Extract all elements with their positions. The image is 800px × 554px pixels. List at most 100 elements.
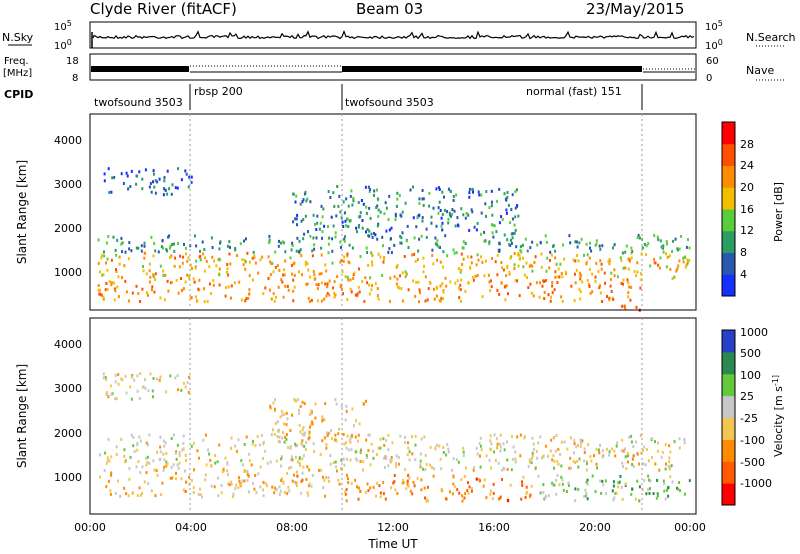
heatmap-cell [580, 273, 583, 277]
heatmap-cell [555, 434, 558, 437]
heatmap-cell [309, 275, 312, 279]
heatmap-cell [104, 376, 107, 380]
heatmap-cell [370, 232, 373, 236]
heatmap-cell [332, 224, 335, 228]
nsky-tick-top: 105 [54, 19, 72, 33]
heatmap-cell [282, 481, 285, 485]
heatmap-cell [555, 478, 558, 482]
heatmap-cell [473, 225, 476, 229]
heatmap-cell [253, 487, 256, 491]
heatmap-cell [680, 234, 683, 238]
heatmap-cell [295, 249, 298, 253]
heatmap-cell [584, 488, 587, 492]
heatmap-cell [253, 254, 256, 258]
heatmap-cell [656, 478, 659, 482]
heatmap-cell [356, 230, 358, 234]
heatmap-cell [107, 458, 109, 462]
heatmap-cell [322, 207, 325, 211]
heatmap-cell [305, 441, 308, 445]
heatmap-cell [107, 479, 110, 483]
heatmap-cell [136, 494, 139, 497]
heatmap-cell [503, 233, 506, 237]
heatmap-cell [442, 297, 444, 301]
heatmap-cell [639, 286, 642, 290]
heatmap-cell [505, 284, 508, 288]
heatmap-cell [395, 465, 398, 469]
heatmap-cell [595, 261, 598, 265]
heatmap-cell [189, 263, 192, 267]
heatmap-cell [123, 486, 126, 490]
heatmap-cell [561, 299, 564, 303]
heatmap-cell [319, 453, 322, 456]
heatmap-cell [245, 237, 247, 241]
heatmap-cell [194, 266, 197, 270]
heatmap-cell [167, 289, 170, 293]
heatmap-cell [347, 225, 350, 228]
heatmap-cell [586, 462, 588, 466]
heatmap-cell [554, 275, 557, 279]
heatmap-cell [662, 244, 665, 248]
heatmap-cell [298, 250, 300, 254]
heatmap-cell [432, 206, 435, 210]
heatmap-cell [527, 465, 530, 469]
heatmap-cell [121, 241, 124, 245]
heatmap-cell [462, 450, 465, 454]
heatmap-cell [162, 468, 165, 472]
heatmap-cell [676, 486, 678, 490]
heatmap-cell [441, 228, 444, 232]
heatmap-cell [369, 486, 372, 490]
heatmap-cell [539, 241, 542, 245]
heatmap-cell [381, 235, 384, 239]
heatmap-cell [344, 275, 347, 278]
heatmap-cell [390, 237, 392, 241]
heatmap-cell [688, 479, 691, 483]
heatmap-cell [350, 290, 353, 294]
heatmap-cell [339, 467, 342, 471]
heatmap-cell [657, 494, 659, 497]
nsky-right-tick-bottom: 100 [705, 38, 723, 52]
heatmap-cell [404, 275, 407, 279]
heatmap-cell [339, 260, 342, 264]
heatmap-cell [665, 252, 667, 256]
heatmap-cell [452, 195, 455, 198]
heatmap-cell [344, 219, 347, 223]
heatmap-cell [490, 223, 493, 227]
heatmap-cell [150, 288, 153, 292]
heatmap-cell [140, 439, 142, 443]
heatmap-cell [452, 199, 455, 202]
heatmap-cell [624, 447, 626, 451]
colorbar-segment [722, 230, 735, 253]
heatmap-cell [442, 451, 445, 454]
heatmap-cell [303, 433, 306, 437]
heatmap-cell [635, 440, 638, 444]
heatmap-cell [227, 285, 230, 289]
heatmap-cell [309, 200, 312, 204]
heatmap-cell [611, 447, 613, 451]
heatmap-cell [297, 398, 300, 402]
heatmap-cell [180, 477, 183, 481]
heatmap-cell [124, 460, 126, 464]
heatmap-cell [105, 378, 108, 381]
heatmap-cell [447, 450, 450, 454]
heatmap-cell [190, 444, 193, 448]
heatmap-cell [352, 196, 355, 200]
heatmap-cell [414, 434, 417, 438]
heatmap-cell [608, 262, 611, 266]
freq-band-segment-2 [342, 66, 642, 72]
heatmap-cell [217, 476, 220, 480]
heatmap-cell [404, 435, 407, 439]
heatmap-cell [647, 242, 650, 246]
heatmap-cell [274, 250, 277, 254]
heatmap-cell [355, 450, 358, 454]
heatmap-cell [105, 391, 108, 395]
heatmap-cell [485, 496, 488, 500]
heatmap-cell [185, 480, 188, 484]
heatmap-cell [565, 490, 568, 493]
heatmap-cell [421, 197, 424, 201]
heatmap-cell [439, 209, 442, 212]
heatmap-cell [318, 227, 321, 231]
heatmap-cell [577, 487, 580, 491]
heatmap-cell [371, 260, 373, 264]
heatmap-cell [287, 288, 290, 292]
heatmap-cell [613, 274, 616, 278]
